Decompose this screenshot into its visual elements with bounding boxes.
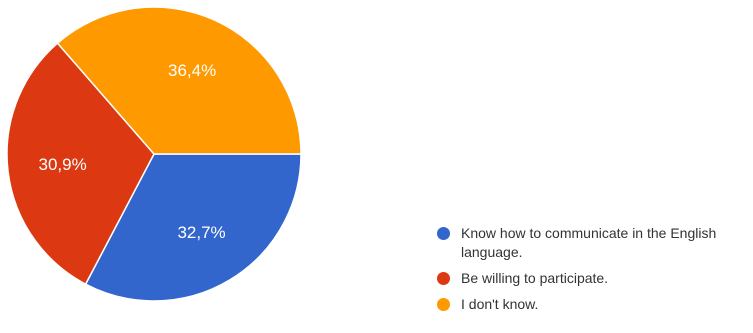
legend-label: I don't know.: [461, 296, 539, 312]
pie-slice-label-1: 30,9%: [39, 155, 87, 174]
pie-slice-2[interactable]: [56, 6, 302, 155]
pie-slice-0[interactable]: [84, 153, 302, 302]
legend-item-be-willing-to-participate[interactable]: Be willing to participate.: [437, 269, 749, 288]
pie-slice-label-0: 32,7%: [177, 223, 225, 242]
legend-label: Be willing to participate.: [461, 270, 609, 286]
pie-slice-labels: 32,7% 30,9% 36,4%: [39, 61, 226, 242]
legend-color-dot: [437, 227, 450, 240]
legend-color-dot: [437, 272, 450, 285]
legend-label: Know how to communicate in the English l…: [461, 225, 717, 260]
legend-color-dot: [437, 298, 450, 311]
pie-slices: [6, 6, 302, 302]
legend-item-know-how-to-communicate[interactable]: Know how to communicate in the English l…: [437, 224, 749, 262]
chart-legend: Know how to communicate in the English l…: [437, 224, 749, 321]
legend-item-i-dont-know[interactable]: I don't know.: [437, 295, 749, 314]
pie-slice-label-2: 36,4%: [168, 61, 216, 80]
pie-slice-1[interactable]: [6, 42, 155, 286]
